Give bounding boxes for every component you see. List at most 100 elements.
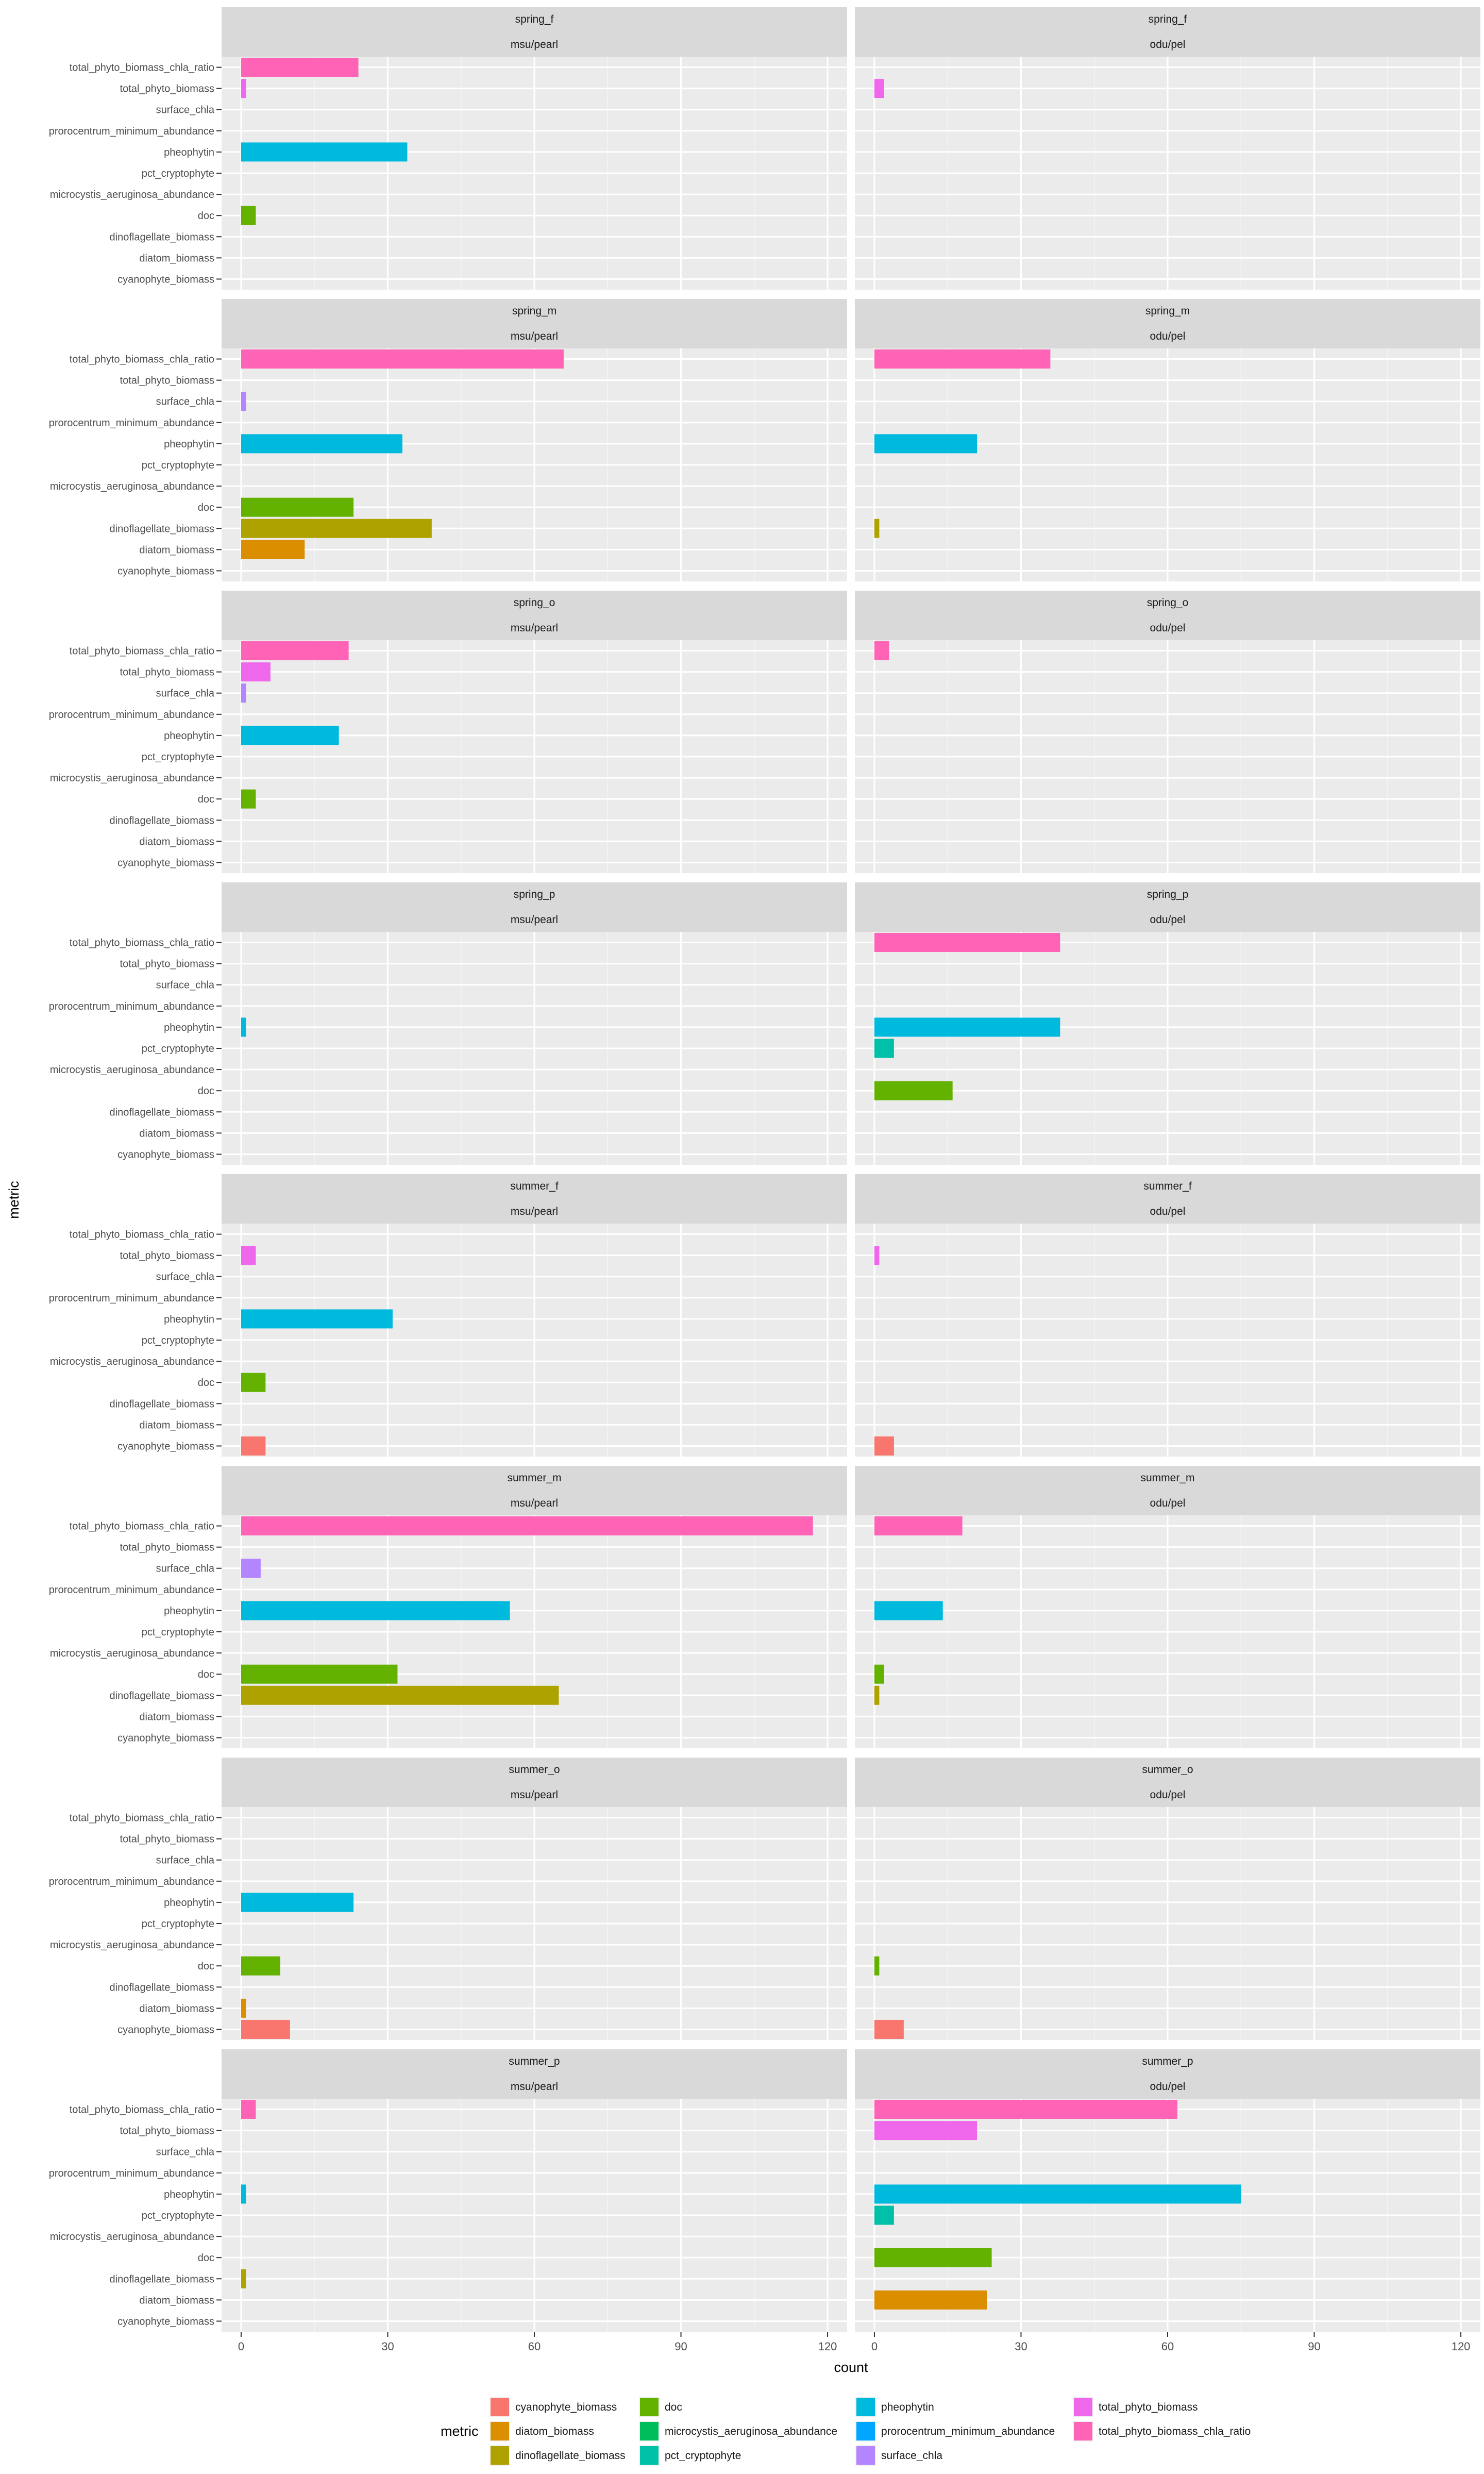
bar-cyanophyte_biomass: [874, 1436, 894, 1456]
facet-strip: [855, 1466, 1480, 1515]
y-tick-label: microcystis_aeruginosa_abundance: [50, 1064, 214, 1076]
facet-panel-spring_f-msu-pearl: spring_f msu/pearl: [222, 7, 847, 290]
y-tick-label: diatom_biomass: [139, 836, 214, 847]
bar-pheophytin: [241, 434, 402, 454]
y-tick-label: cyanophyte_biomass: [117, 857, 214, 868]
legend-label-surface_chla: surface_chla: [881, 2450, 942, 2462]
y-tick-label: total_phyto_biomass_chla_ratio: [70, 1813, 214, 1824]
legend-label-prorocentrum_minimum_abundance: prorocentrum_minimum_abundance: [881, 2426, 1055, 2437]
facet-column-label: odu/pel: [1150, 39, 1186, 51]
legend-label-total_phyto_biomass_chla_ratio: total_phyto_biomass_chla_ratio: [1099, 2426, 1251, 2437]
y-tick-label: microcystis_aeruginosa_abundance: [50, 481, 214, 492]
y-tick-label: total_phyto_biomass_chla_ratio: [70, 2104, 214, 2116]
y-tick-label: diatom_biomass: [139, 1711, 214, 1723]
y-tick-label: doc: [198, 794, 214, 805]
facet-panel-spring_p-msu-pearl: spring_p msu/pearl: [222, 882, 847, 1165]
facet-panel-summer_o-msu-pearl: summer_o msu/pearl: [222, 1758, 847, 2040]
x-tick-label: 60: [1161, 2340, 1174, 2353]
legend-swatch-total_phyto_biomass_chla_ratio: [1074, 2422, 1092, 2440]
legend-swatch-surface_chla: [856, 2446, 875, 2465]
legend-label-doc: doc: [665, 2401, 682, 2413]
facet-panel-summer_p-odu-pel: summer_p odu/pel: [855, 2049, 1480, 2332]
facet-column-label: odu/pel: [1150, 330, 1186, 342]
facet-row-label: summer_o: [1142, 1764, 1193, 1776]
legend-swatch-pheophytin: [856, 2398, 875, 2416]
y-tick-label: dinoflagellate_biomass: [110, 1982, 214, 1993]
y-tick-label: dinoflagellate_biomass: [110, 523, 214, 534]
y-tick-label: cyanophyte_biomass: [117, 274, 214, 285]
legend-label-pheophytin: pheophytin: [881, 2401, 934, 2413]
y-tick-label: prorocentrum_minimum_abundance: [49, 1876, 214, 1887]
bar-total_phyto_biomass_chla_ratio: [874, 933, 1060, 952]
facet-panel-summer_p-msu-pearl: summer_p msu/pearl: [222, 2049, 847, 2332]
bar-total_phyto_biomass_chla_ratio: [874, 1516, 963, 1536]
y-tick-label: total_phyto_biomass_chla_ratio: [70, 354, 214, 365]
y-tick-label: total_phyto_biomass_chla_ratio: [70, 62, 214, 74]
legend-swatch-prorocentrum_minimum_abundance: [856, 2422, 875, 2440]
facet-row-label: summer_o: [509, 1764, 560, 1776]
x-tick-label: 90: [1308, 2340, 1320, 2353]
legend-swatch-cyanophyte_biomass: [491, 2398, 509, 2416]
facet-strip: [222, 1758, 847, 1807]
bar-pheophytin: [241, 2184, 246, 2204]
y-axis-title: metric: [6, 1181, 22, 1219]
y-tick-label: pct_cryptophyte: [142, 168, 214, 179]
y-tick-label: total_phyto_biomass_chla_ratio: [70, 646, 214, 657]
legend-swatch-microcystis_aeruginosa_abundance: [640, 2422, 659, 2440]
bar-doc: [241, 1664, 398, 1684]
bar-total_phyto_biomass: [874, 79, 884, 98]
legend-label-microcystis_aeruginosa_abundance: microcystis_aeruginosa_abundance: [665, 2426, 837, 2437]
bar-total_phyto_biomass_chla_ratio: [241, 1516, 813, 1536]
facet-strip: [855, 7, 1480, 57]
y-tick-label: prorocentrum_minimum_abundance: [49, 2168, 214, 2179]
y-tick-label: pheophytin: [164, 1897, 214, 1909]
bar-total_phyto_biomass_chla_ratio: [874, 2100, 1177, 2119]
y-tick-label: doc: [198, 502, 214, 513]
x-tick-label: 90: [674, 2340, 687, 2353]
y-tick-label: prorocentrum_minimum_abundance: [49, 1584, 214, 1596]
facet-strip: [855, 2049, 1480, 2099]
facet-panel-spring_o-msu-pearl: spring_o msu/pearl: [222, 591, 847, 873]
facet-panel-summer_f-odu-pel: summer_f odu/pel: [855, 1174, 1480, 1457]
y-tick-label: cyanophyte_biomass: [117, 1732, 214, 1744]
y-tick-label: pct_cryptophyte: [142, 2210, 214, 2221]
facet-strip: [855, 882, 1480, 932]
y-tick-label: prorocentrum_minimum_abundance: [49, 1001, 214, 1012]
facet-panels: spring_fmsu/pearlspring_fodu/pelspring_m…: [222, 7, 1480, 2332]
facet-column-label: odu/pel: [1150, 2081, 1186, 2093]
bar-surface_chla: [241, 392, 246, 411]
y-tick-label: cyanophyte_biomass: [117, 1149, 214, 1160]
bar-doc: [874, 1664, 884, 1684]
y-tick-label: total_phyto_biomass: [120, 959, 214, 970]
facet-row-label: summer_p: [509, 2055, 560, 2067]
facet-column-label: msu/pearl: [511, 330, 558, 342]
bar-pheophytin: [241, 1309, 393, 1329]
facet-row-label: spring_p: [1147, 889, 1189, 900]
facet-strip: [222, 7, 847, 57]
y-tick-label: microcystis_aeruginosa_abundance: [50, 1940, 214, 1951]
y-tick-label: diatom_biomass: [139, 253, 214, 264]
y-tick-label: total_phyto_biomass: [120, 1250, 214, 1262]
bar-cyanophyte_biomass: [874, 2019, 904, 2039]
facet-row-label: summer_p: [1142, 2055, 1193, 2067]
y-tick-label: pheophytin: [164, 1314, 214, 1325]
bar-doc: [241, 789, 256, 809]
bar-pheophytin: [874, 2184, 1241, 2204]
facet-panel-spring_m-odu-pel: spring_m odu/pel: [855, 299, 1480, 581]
legend-label-diatom_biomass: diatom_biomass: [515, 2426, 594, 2437]
facet-panel-summer_o-odu-pel: summer_o odu/pel: [855, 1758, 1480, 2040]
facet-panel-spring_o-odu-pel: spring_o odu/pel: [855, 591, 1480, 873]
facet-strip: [222, 1174, 847, 1224]
y-tick-label: surface_chla: [156, 1272, 215, 1283]
y-tick-label: dinoflagellate_biomass: [110, 1690, 214, 1701]
y-tick-label: pheophytin: [164, 730, 214, 742]
bar-doc: [874, 1956, 880, 1976]
bar-total_phyto_biomass_chla_ratio: [241, 641, 349, 661]
y-tick-label: dinoflagellate_biomass: [110, 815, 214, 826]
y-tick-label: diatom_biomass: [139, 2003, 214, 2014]
x-tick-label: 30: [1015, 2340, 1027, 2353]
bar-pheophytin: [241, 1601, 510, 1620]
bar-cyanophyte_biomass: [241, 2019, 290, 2039]
facet-strip: [222, 2049, 847, 2099]
facet-row-label: spring_m: [1145, 305, 1190, 317]
